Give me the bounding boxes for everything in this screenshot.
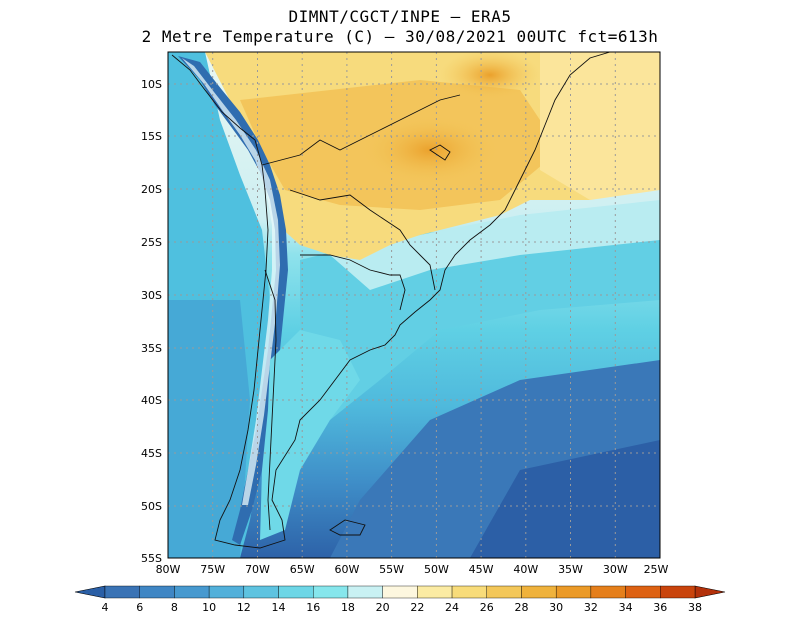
lon-tick-label: 55W (379, 563, 404, 576)
colorbar-segment (278, 585, 314, 599)
transition-band (330, 200, 660, 290)
colorbar-label: 38 (688, 601, 702, 614)
atlantic-warm-field (540, 52, 660, 200)
lon-tick-label: 35W (558, 563, 583, 576)
colorbar-segment (625, 585, 661, 599)
colorbar-label: 24 (445, 601, 459, 614)
hot-spot-northeast-brazil (440, 52, 540, 100)
colorbar-segment (208, 585, 245, 599)
colorbar-label: 18 (341, 601, 355, 614)
patagonia-field (260, 330, 360, 540)
lat-tick-label: 20S (141, 183, 162, 196)
pacific-south-field (168, 300, 250, 558)
colorbar-segment (174, 585, 210, 599)
border-north (261, 94, 461, 166)
longitude-axis: 80W 75W 70W 65W 60W 55W 50W 45W 40W 35W … (156, 563, 669, 576)
lon-tick-label: 75W (200, 563, 225, 576)
colorbar-segment (382, 585, 418, 599)
colorbar-label: 12 (237, 601, 251, 614)
lat-tick-label: 55S (141, 552, 162, 565)
lat-tick-label: 35S (141, 342, 162, 355)
colorbar-label: 8 (171, 601, 178, 614)
colorbar-segment (139, 585, 175, 599)
colorbar-label: 26 (480, 601, 494, 614)
colorbar-arrow-high (694, 585, 726, 599)
lat-tick-label: 45S (141, 447, 162, 460)
lat-tick-label: 15S (141, 130, 162, 143)
lon-tick-label: 65W (290, 563, 315, 576)
colorbar-segment (313, 585, 349, 599)
lat-tick-label: 40S (141, 394, 162, 407)
colorbar-label: 30 (549, 601, 563, 614)
figure-title-line-2: 2 Metre Temperature (C) – 30/08/2021 00U… (141, 27, 659, 46)
colorbar: 4 6 8 10 12 14 16 18 20 22 24 26 28 30 32 34 36 38 (74, 585, 726, 614)
lon-tick-label: 80W (156, 563, 181, 576)
lon-tick-label: 70W (245, 563, 270, 576)
colorbar-label: 20 (376, 601, 390, 614)
lat-tick-label: 25S (141, 236, 162, 249)
coastline (171, 52, 611, 549)
latitude-axis: 10S 15S 20S 25S 30S 35S 40S 45S 50S 55S (141, 78, 162, 565)
lat-tick-label: 50S (141, 500, 162, 513)
falkland-islands (329, 519, 366, 536)
colorbar-segment (417, 585, 453, 599)
colorbar-arrow-low (74, 585, 106, 599)
colorbar-label: 36 (653, 601, 667, 614)
colorbar-segment (486, 585, 522, 599)
colorbar-label: 14 (272, 601, 286, 614)
colorbar-segment (243, 585, 279, 599)
border-andes (264, 269, 277, 531)
colorbar-label: 28 (514, 601, 528, 614)
colorbar-segment (521, 585, 557, 599)
colorbar-label: 16 (306, 601, 320, 614)
colorbar-segment (660, 585, 696, 599)
lon-tick-label: 60W (334, 563, 359, 576)
lat-tick-label: 30S (141, 289, 162, 302)
colorbar-label: 4 (102, 601, 109, 614)
lon-tick-label: 40W (513, 563, 538, 576)
colorbar-label: 10 (202, 601, 216, 614)
border-south (300, 254, 406, 311)
inland-lake (429, 144, 451, 161)
colorbar-segment (347, 585, 383, 599)
colorbar-segment (555, 585, 592, 599)
colorbar-label: 22 (410, 601, 424, 614)
lon-tick-label: 30W (603, 563, 628, 576)
temperature-field (168, 52, 660, 558)
lon-tick-label: 25W (644, 563, 669, 576)
lon-tick-label: 50W (424, 563, 449, 576)
colorbar-label: 6 (136, 601, 143, 614)
south-atlantic-cold-field (470, 440, 660, 558)
lat-tick-label: 10S (141, 78, 162, 91)
map-frame (167, 51, 661, 559)
colorbar-segment (451, 585, 487, 599)
lon-tick-label: 45W (469, 563, 494, 576)
colorbar-label: 32 (584, 601, 598, 614)
colorbar-segment (590, 585, 626, 599)
colorbar-segment (104, 585, 140, 599)
coastlines-and-borders (171, 52, 611, 549)
graticule (168, 52, 660, 558)
colorbar-label: 34 (619, 601, 633, 614)
figure-title-line-1: DIMNT/CGCT/INPE – ERA5 (288, 7, 512, 26)
border-central (289, 189, 436, 291)
